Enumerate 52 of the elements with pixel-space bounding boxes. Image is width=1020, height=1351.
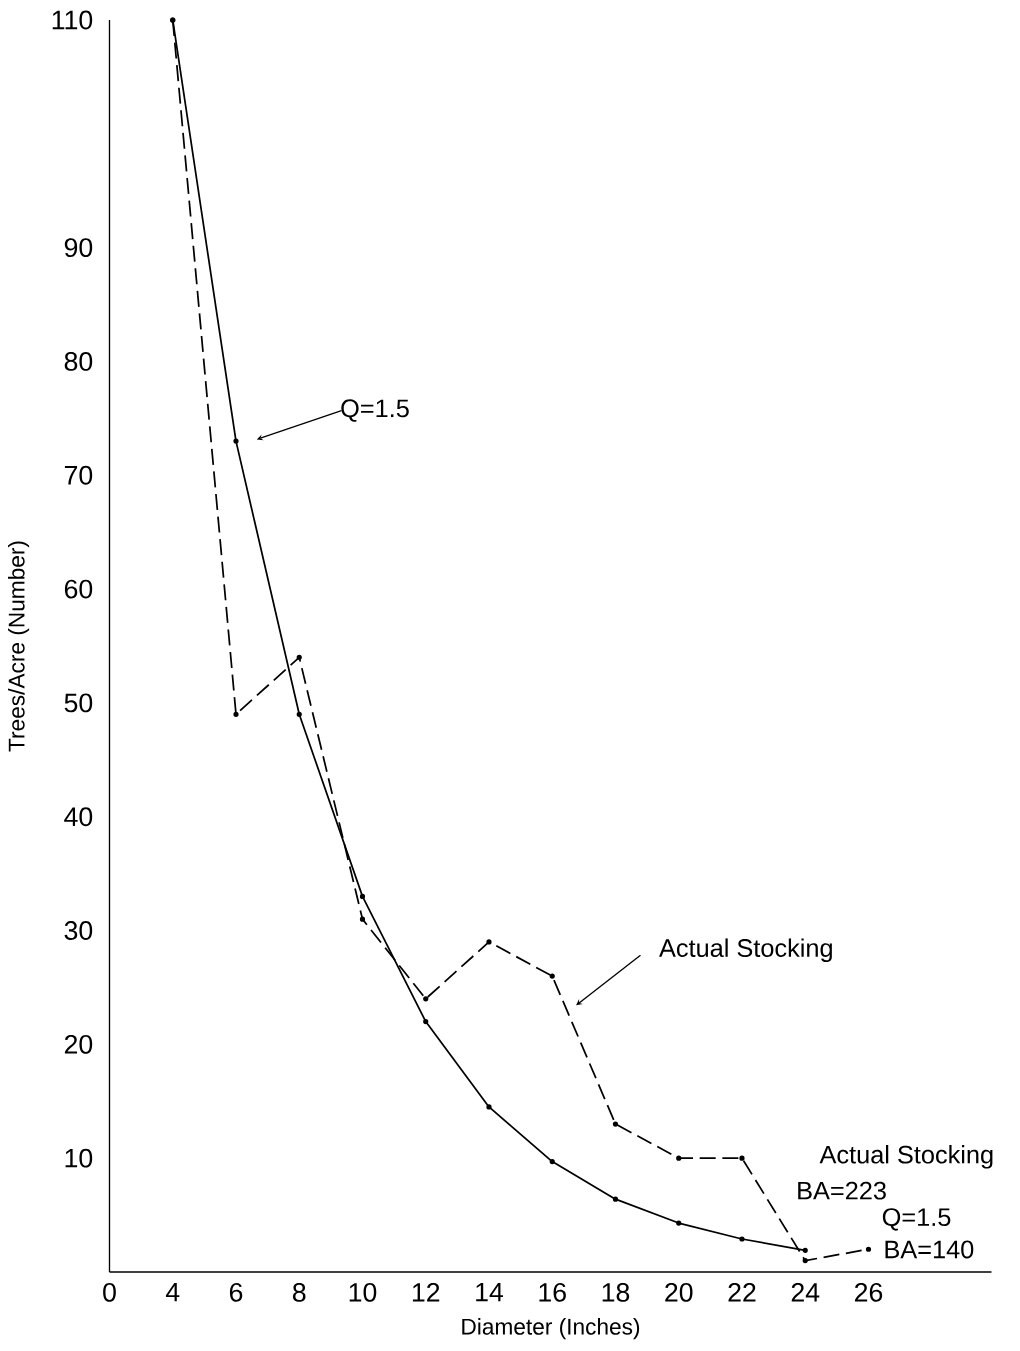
point [486,939,492,945]
point [359,916,365,922]
point [549,973,555,979]
x-tick-label: 24 [791,1282,820,1302]
point [422,1018,429,1025]
point [802,1247,808,1253]
point [612,1121,618,1127]
x-tick-label: 6 [229,1282,242,1302]
x-tick-label: 4 [165,1282,180,1302]
point [675,1220,682,1226]
x-axis-title: Diameter (Inches) [462,1318,639,1340]
y-tick-label: 40 [63,807,92,827]
point [422,996,429,1002]
x-tick-label: 12 [412,1282,439,1302]
point [296,654,302,660]
x-tick-label: 16 [539,1282,566,1302]
annotation: Q=1.5 [341,399,409,422]
point [739,1236,745,1242]
point [233,438,239,444]
y-tick-label: 30 [64,921,92,940]
point [865,1246,871,1252]
x-tick-label: 10 [349,1282,377,1302]
point [296,711,302,717]
annotation: BA=140 [885,1240,974,1259]
point [739,1155,745,1161]
y-tick-label: 60 [64,579,92,599]
point [359,893,365,899]
x-tick-label: 18 [602,1282,629,1302]
annotation: Q=1.5 [882,1208,951,1231]
annotation: BA=223 [797,1181,886,1200]
annotation: Actual Stocking [658,938,832,963]
point [486,1104,492,1110]
x-tick-label: 0 [102,1282,116,1302]
x-tick-label: 20 [665,1282,693,1302]
x-tick-label: 8 [292,1282,306,1302]
y-tick-label: 10 [65,1148,92,1168]
y-tick-label: 50 [64,693,92,713]
point [675,1155,682,1161]
annotation: Actual Stocking [819,1145,993,1169]
point [802,1258,808,1264]
y-tick-label: 90 [64,238,92,258]
y-axis-title: Trees/Acre (Number) [7,541,29,752]
y-tick-label: 70 [64,465,92,485]
point [549,1158,555,1165]
y-tick-label: 80 [64,352,92,371]
x-tick-label: 22 [728,1282,756,1302]
y-tick-label: 20 [64,1034,92,1054]
point [233,711,239,717]
y-tick-label: 110 [52,10,92,30]
x-tick-label: 14 [475,1282,503,1302]
x-tick-label: 26 [854,1282,882,1302]
point [612,1196,618,1202]
